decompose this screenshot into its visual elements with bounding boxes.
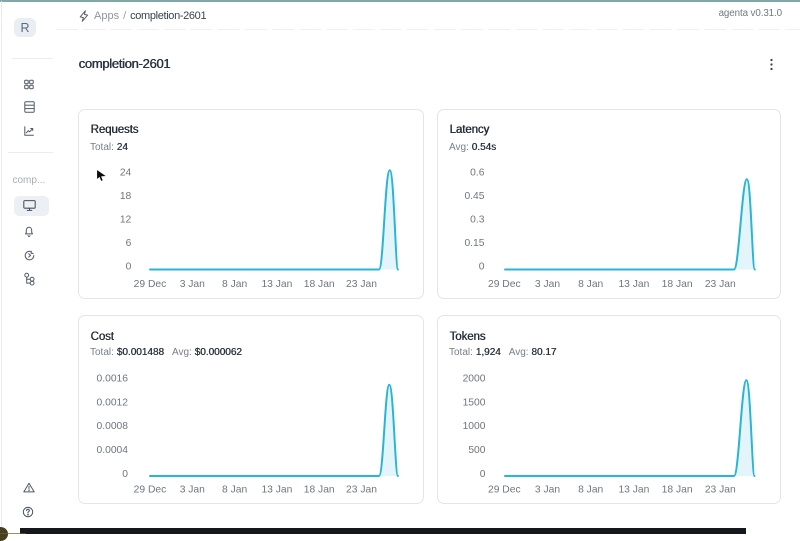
svg-text:8 Jan: 8 Jan [222,279,247,290]
svg-text:6: 6 [126,238,132,249]
svg-text:23 Jan: 23 Jan [346,279,377,290]
svg-text:0: 0 [122,469,128,480]
svg-text:0.0004: 0.0004 [97,445,129,456]
svg-text:8 Jan: 8 Jan [222,485,247,496]
svg-text:2000: 2000 [463,373,486,384]
svg-text:18 Jan: 18 Jan [304,279,335,290]
svg-text:13 Jan: 13 Jan [618,485,649,496]
svg-text:0.0008: 0.0008 [97,421,129,432]
svg-text:29 Dec: 29 Dec [134,485,167,496]
svg-text:500: 500 [468,445,485,456]
svg-text:29 Dec: 29 Dec [134,279,167,290]
svg-text:18 Jan: 18 Jan [662,485,693,496]
svg-text:12: 12 [120,215,132,226]
svg-text:8 Jan: 8 Jan [578,279,603,290]
svg-text:18 Jan: 18 Jan [662,279,693,290]
svg-text:29 Dec: 29 Dec [488,279,521,290]
svg-text:3 Jan: 3 Jan [180,485,205,496]
svg-text:23 Jan: 23 Jan [346,485,377,496]
svg-text:0.45: 0.45 [464,191,484,202]
svg-text:0.15: 0.15 [464,238,484,249]
svg-text:3 Jan: 3 Jan [535,485,560,496]
svg-text:13 Jan: 13 Jan [261,279,292,290]
svg-text:0.0012: 0.0012 [97,397,129,408]
svg-text:24: 24 [120,168,132,179]
svg-text:3 Jan: 3 Jan [535,279,560,290]
svg-text:0.3: 0.3 [470,215,485,226]
svg-text:0.0016: 0.0016 [97,373,129,384]
svg-text:8 Jan: 8 Jan [578,485,603,496]
svg-text:1000: 1000 [463,421,486,432]
svg-text:29 Dec: 29 Dec [488,485,521,496]
svg-text:23 Jan: 23 Jan [705,279,736,290]
svg-text:23 Jan: 23 Jan [705,485,736,496]
svg-text:0: 0 [126,262,132,273]
svg-text:13 Jan: 13 Jan [261,485,292,496]
svg-text:18 Jan: 18 Jan [304,485,335,496]
svg-text:0.6: 0.6 [470,168,485,179]
svg-text:0: 0 [480,469,486,480]
svg-text:3 Jan: 3 Jan [180,279,205,290]
svg-text:18: 18 [120,191,132,202]
svg-text:1500: 1500 [463,397,486,408]
svg-text:0: 0 [479,262,485,273]
svg-text:13 Jan: 13 Jan [618,279,649,290]
